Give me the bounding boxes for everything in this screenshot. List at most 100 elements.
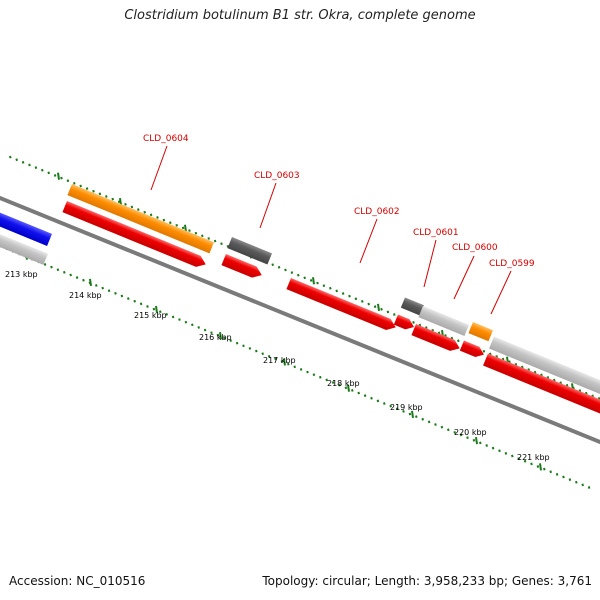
feature-cld-0602 bbox=[286, 278, 396, 330]
inner-tick bbox=[114, 291, 117, 295]
inner-major-tick bbox=[347, 384, 350, 392]
feature-labels: CLD_0604 CLD_0603 CLD_0602 CLD_0601 CLD_0600… bbox=[143, 134, 535, 269]
inner-tick bbox=[498, 449, 501, 453]
outer-tick bbox=[117, 200, 121, 204]
outer-major-tick bbox=[57, 172, 60, 180]
inner-tick bbox=[479, 441, 482, 445]
inner-tick bbox=[146, 305, 149, 308]
inner-tick bbox=[504, 452, 508, 455]
outer-tick bbox=[373, 305, 377, 309]
inner-tick bbox=[447, 428, 450, 432]
inner-major-tick bbox=[539, 463, 542, 471]
inner-tick bbox=[139, 302, 143, 306]
inner-tick bbox=[82, 278, 85, 282]
inner-tick bbox=[178, 318, 181, 321]
outer-tick bbox=[156, 216, 159, 219]
outer-tick bbox=[207, 237, 210, 240]
outer-tick bbox=[277, 265, 281, 269]
inner-tick bbox=[357, 391, 360, 395]
outer-tick bbox=[41, 168, 44, 172]
feature-label: CLD_0602 bbox=[354, 207, 400, 217]
inner-tick bbox=[255, 349, 258, 353]
genome-summary-text: Topology: circular; Length: 3,958,233 bp… bbox=[262, 574, 592, 588]
feature-track bbox=[0, 184, 600, 416]
outer-major-tick bbox=[184, 224, 187, 232]
outer-tick bbox=[53, 174, 57, 177]
outer-tick bbox=[98, 192, 102, 196]
outer-tick bbox=[130, 205, 134, 209]
inner-tick bbox=[453, 431, 456, 434]
backbone-line bbox=[0, 195, 600, 445]
feature-label: CLD_0600 bbox=[452, 243, 498, 253]
inner-tick bbox=[242, 344, 245, 348]
outer-tick bbox=[181, 226, 185, 230]
leader-line bbox=[423, 239, 437, 288]
outer-tick bbox=[34, 166, 38, 169]
scale-label: 221 kbp bbox=[517, 453, 550, 462]
outer-tick bbox=[111, 197, 114, 201]
feature-red bbox=[62, 201, 206, 267]
outer-tick bbox=[367, 302, 370, 306]
inner-tick bbox=[555, 473, 559, 476]
inner-tick bbox=[575, 480, 578, 484]
feature-red bbox=[221, 254, 262, 278]
inner-tick bbox=[210, 331, 213, 335]
outer-tick bbox=[73, 181, 76, 185]
outer-tick bbox=[188, 229, 191, 232]
feature-label: CLD_0603 bbox=[254, 171, 300, 181]
inner-tick bbox=[383, 402, 386, 405]
feature-red bbox=[393, 314, 414, 330]
inner-tick bbox=[229, 339, 232, 342]
outer-tick bbox=[361, 300, 364, 303]
feature-cld-0604 bbox=[67, 184, 215, 254]
feature-label: CLD_0599 bbox=[489, 259, 535, 269]
inner-tick bbox=[472, 438, 476, 442]
inner-tick bbox=[95, 284, 98, 287]
genome-backbone bbox=[0, 195, 600, 445]
outer-tick bbox=[329, 286, 332, 290]
inner-major-tick bbox=[283, 358, 286, 366]
inner-tick bbox=[223, 336, 226, 340]
inner-tick bbox=[325, 378, 328, 382]
inner-tick bbox=[491, 446, 495, 450]
scale-label: 220 kbp bbox=[454, 428, 487, 437]
outer-tick bbox=[354, 297, 358, 301]
inner-tick bbox=[184, 320, 188, 324]
outer-tick bbox=[341, 292, 345, 295]
inner-tick bbox=[351, 389, 354, 392]
outer-tick bbox=[124, 202, 127, 206]
leader-line bbox=[150, 145, 168, 191]
feature-red bbox=[459, 340, 484, 358]
inner-tick bbox=[69, 273, 72, 277]
inner-tick bbox=[331, 381, 335, 384]
inner-tick bbox=[459, 433, 463, 437]
inner-tick bbox=[434, 423, 437, 426]
outer-tick bbox=[457, 339, 460, 343]
outer-tick bbox=[284, 268, 287, 272]
outer-tick bbox=[66, 179, 70, 183]
feature-cld-0601 bbox=[400, 297, 425, 316]
inner-tick bbox=[485, 444, 488, 447]
scale-label: 219 kbp bbox=[390, 403, 423, 412]
inner-tick bbox=[536, 465, 540, 468]
outer-tick bbox=[213, 239, 217, 243]
outer-tick bbox=[309, 279, 313, 282]
leader-line bbox=[259, 182, 277, 229]
outer-tick bbox=[201, 234, 204, 238]
inner-tick bbox=[466, 436, 469, 440]
inner-tick bbox=[421, 417, 424, 421]
inner-tick bbox=[370, 396, 373, 400]
outer-tick bbox=[162, 218, 166, 222]
inner-tick bbox=[319, 375, 322, 379]
outer-major-tick bbox=[377, 303, 380, 312]
outer-tick bbox=[92, 189, 95, 193]
inner-major-tick bbox=[89, 278, 92, 287]
inner-tick bbox=[344, 386, 348, 390]
inner-tick bbox=[293, 365, 296, 369]
inner-tick bbox=[127, 297, 130, 300]
outer-tick bbox=[15, 158, 18, 162]
outer-tick bbox=[412, 321, 415, 324]
leader-line bbox=[490, 270, 512, 315]
feature-label: CLD_0604 bbox=[143, 134, 189, 144]
